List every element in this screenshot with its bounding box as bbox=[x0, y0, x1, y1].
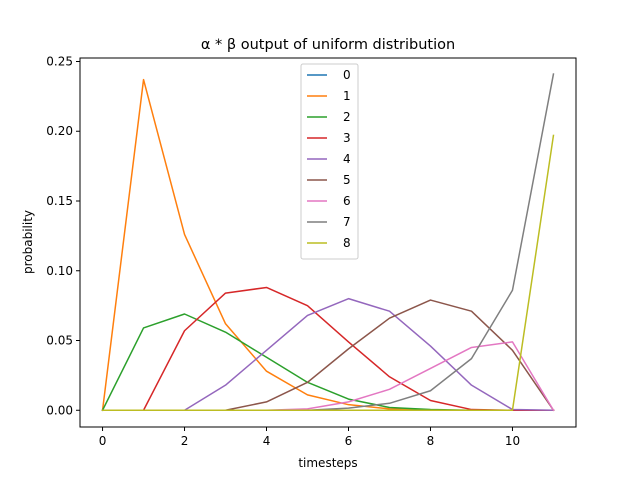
legend-box bbox=[300, 63, 359, 260]
x-tick-label: 4 bbox=[263, 434, 271, 448]
y-tick-label: 0.20 bbox=[46, 124, 73, 138]
x-tick-label: 0 bbox=[99, 434, 107, 448]
legend-label-7: 7 bbox=[343, 215, 351, 229]
y-axis-label: probability bbox=[21, 210, 35, 274]
axes-frame bbox=[79, 57, 577, 428]
x-axis-label: timesteps bbox=[298, 456, 357, 470]
legend-label-1: 1 bbox=[343, 89, 351, 103]
legend-label-6: 6 bbox=[343, 194, 351, 208]
series-line-8 bbox=[101, 134, 555, 412]
x-tick-label: 2 bbox=[181, 434, 189, 448]
legend-label-2: 2 bbox=[343, 110, 351, 124]
x-tick-label: 6 bbox=[345, 434, 353, 448]
y-tick-label: 0.05 bbox=[46, 334, 73, 348]
y-axis-ticks: 0.00 0.05 0.10 0.15 0.20 0.25 bbox=[46, 54, 80, 417]
legend-label-0: 0 bbox=[343, 68, 351, 82]
y-tick-label: 0.15 bbox=[46, 194, 73, 208]
x-tick-label: 10 bbox=[505, 434, 520, 448]
legend-label-3: 3 bbox=[343, 131, 351, 145]
legend-label-8: 8 bbox=[343, 236, 351, 250]
legend-label-5: 5 bbox=[343, 173, 351, 187]
y-tick-label: 0.25 bbox=[46, 54, 73, 68]
x-axis-ticks: 0 2 4 6 8 10 bbox=[99, 427, 520, 448]
legend: 0 1 2 3 4 5 6 7 8 bbox=[300, 63, 359, 260]
legend-label-4: 4 bbox=[343, 152, 351, 166]
y-tick-label: 0.00 bbox=[46, 403, 73, 417]
y-tick-label: 0.10 bbox=[46, 264, 73, 278]
series-layer bbox=[101, 73, 555, 412]
chart-title: α * β output of uniform distribution bbox=[201, 37, 455, 53]
x-tick-label: 8 bbox=[427, 434, 435, 448]
